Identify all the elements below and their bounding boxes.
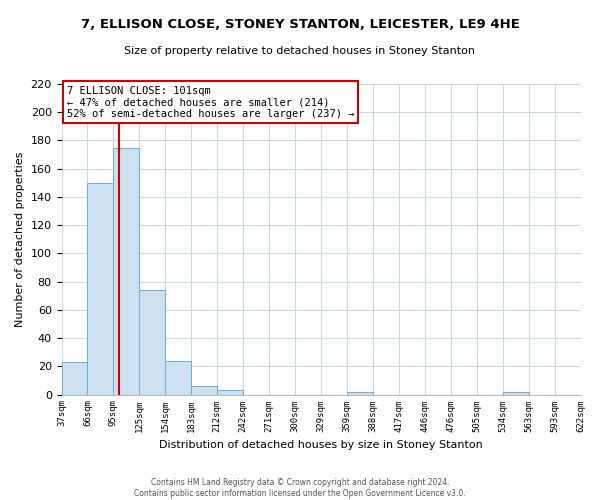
Bar <box>503 392 529 394</box>
Bar <box>113 148 139 394</box>
Text: 7, ELLISON CLOSE, STONEY STANTON, LEICESTER, LE9 4HE: 7, ELLISON CLOSE, STONEY STANTON, LEICES… <box>80 18 520 30</box>
Bar <box>191 386 217 394</box>
Text: Contains HM Land Registry data © Crown copyright and database right 2024.
Contai: Contains HM Land Registry data © Crown c… <box>134 478 466 498</box>
Bar <box>166 360 191 394</box>
Bar <box>217 390 243 394</box>
Bar <box>139 290 166 395</box>
Y-axis label: Number of detached properties: Number of detached properties <box>15 152 25 327</box>
Text: 7 ELLISON CLOSE: 101sqm
← 47% of detached houses are smaller (214)
52% of semi-d: 7 ELLISON CLOSE: 101sqm ← 47% of detache… <box>67 86 354 119</box>
X-axis label: Distribution of detached houses by size in Stoney Stanton: Distribution of detached houses by size … <box>159 440 483 450</box>
Bar <box>62 362 88 394</box>
Bar <box>88 183 113 394</box>
Bar <box>347 392 373 394</box>
Text: Size of property relative to detached houses in Stoney Stanton: Size of property relative to detached ho… <box>125 46 476 56</box>
